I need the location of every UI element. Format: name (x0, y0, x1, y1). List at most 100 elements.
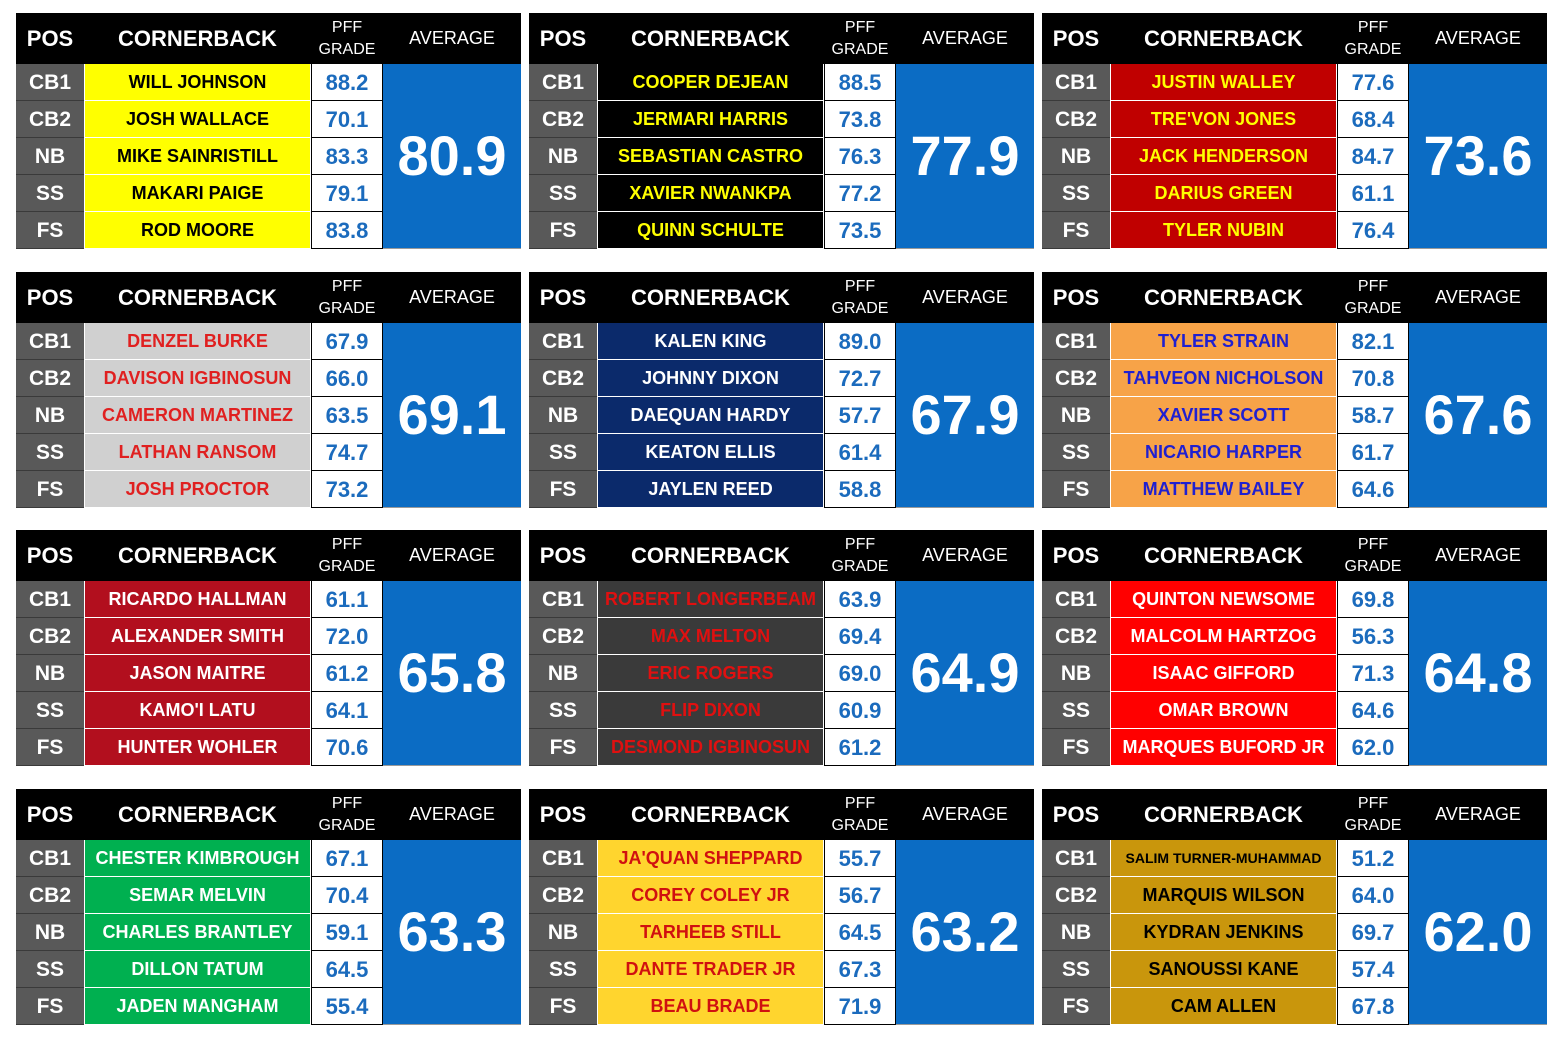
header-average: AVERAGE (1435, 545, 1521, 565)
position-cell: CB2 (16, 877, 84, 914)
position-cell: FS (529, 988, 597, 1025)
pff-grade-cell: 51.2 (1337, 840, 1409, 877)
player-name-cell: JOSH WALLACE (84, 101, 311, 138)
pff-grade-cell: 70.4 (311, 877, 383, 914)
team-table: POS CORNERBACK PFF GRADE AVERAGE CB1 COOPER DE… (529, 13, 1034, 249)
header-pff-grade: PFF GRADE (824, 276, 896, 320)
position-cell: CB1 (1042, 64, 1110, 101)
position-cell: CB1 (1042, 840, 1110, 877)
header-pff-grade: PFF GRADE (1337, 793, 1409, 837)
header-pff-grade: PFF GRADE (824, 534, 896, 578)
pff-grade-cell: 64.6 (1337, 471, 1409, 508)
table-header: POS CORNERBACK PFF GRADE AVERAGE (16, 789, 521, 840)
player-name-cell: JA'QUAN SHEPPARD (597, 840, 824, 877)
table-row: NB DAEQUAN HARDY 57.7 (529, 397, 1034, 434)
position-cell: CB1 (1042, 581, 1110, 618)
player-name-cell: DAVISON IGBINOSUN (84, 360, 311, 397)
player-name-cell: XAVIER SCOTT (1110, 397, 1337, 434)
pff-grade-cell: 66.0 (311, 360, 383, 397)
pff-grade-cell: 69.8 (1337, 581, 1409, 618)
player-name-cell: CAM ALLEN (1110, 988, 1337, 1025)
position-cell: FS (16, 729, 84, 766)
table-row: FS ROD MOORE 83.8 (16, 212, 521, 249)
position-cell: SS (16, 175, 84, 212)
average-value: 63.2 (896, 840, 1034, 1024)
table-header: POS CORNERBACK PFF GRADE AVERAGE (529, 272, 1034, 323)
position-cell: FS (16, 471, 84, 508)
position-cell: NB (16, 914, 84, 951)
table-row: FS QUINN SCHULTE 73.5 (529, 212, 1034, 249)
header-pff-line2: GRADE (831, 300, 889, 317)
header-pos: POS (26, 26, 74, 51)
table-row: FS HUNTER WOHLER 70.6 (16, 729, 521, 766)
player-name-cell: SALIM TURNER-MUHAMMAD (1110, 840, 1337, 877)
position-cell: CB1 (16, 64, 84, 101)
player-name-cell: KYDRAN JENKINS (1110, 914, 1337, 951)
position-cell: SS (16, 692, 84, 729)
header-pos: POS (1052, 543, 1100, 568)
table-header: POS CORNERBACK PFF GRADE AVERAGE (1042, 530, 1547, 581)
position-cell: CB2 (1042, 360, 1110, 397)
position-cell: FS (1042, 471, 1110, 508)
table-header: POS CORNERBACK PFF GRADE AVERAGE (16, 13, 521, 64)
header-pos: POS (539, 285, 587, 310)
player-name-cell: JOHNNY DIXON (597, 360, 824, 397)
pff-grade-cell: 55.4 (311, 988, 383, 1025)
header-pff-grade: PFF GRADE (824, 17, 896, 61)
header-cornerback: CORNERBACK (118, 802, 277, 827)
header-pff-grade: PFF GRADE (1337, 276, 1409, 320)
header-average: AVERAGE (409, 804, 495, 824)
position-cell: SS (529, 175, 597, 212)
position-cell: NB (16, 138, 84, 175)
header-pff-line2: GRADE (318, 558, 376, 575)
pff-grade-cell: 61.7 (1337, 434, 1409, 471)
pff-grade-cell: 61.2 (311, 655, 383, 692)
player-name-cell: DARIUS GREEN (1110, 175, 1337, 212)
position-cell: CB2 (16, 618, 84, 655)
player-name-cell: DANTE TRADER JR (597, 951, 824, 988)
pff-grade-cell: 88.5 (824, 64, 896, 101)
player-name-cell: TYLER STRAIN (1110, 323, 1337, 360)
pff-grade-cell: 63.9 (824, 581, 896, 618)
team-table: POS CORNERBACK PFF GRADE AVERAGE CB1 RICARDO H… (16, 530, 521, 766)
header-average: AVERAGE (1435, 287, 1521, 307)
header-pff-line2: GRADE (831, 817, 889, 834)
pff-grade-cell: 56.3 (1337, 618, 1409, 655)
position-cell: FS (529, 471, 597, 508)
header-pff-line2: GRADE (1344, 300, 1402, 317)
position-cell: CB1 (16, 323, 84, 360)
player-name-cell: JERMARI HARRIS (597, 101, 824, 138)
pff-grade-cell: 73.8 (824, 101, 896, 138)
average-value: 67.9 (896, 323, 1034, 507)
pff-grade-cell: 72.0 (311, 618, 383, 655)
player-name-cell: BEAU BRADE (597, 988, 824, 1025)
position-cell: SS (1042, 951, 1110, 988)
player-name-cell: DILLON TATUM (84, 951, 311, 988)
header-pff-grade: PFF GRADE (311, 17, 383, 61)
header-pff-line1: PFF (844, 278, 876, 295)
table-header: POS CORNERBACK PFF GRADE AVERAGE (529, 789, 1034, 840)
position-cell: CB2 (1042, 877, 1110, 914)
table-header: POS CORNERBACK PFF GRADE AVERAGE (1042, 789, 1547, 840)
player-name-cell: SANOUSSI KANE (1110, 951, 1337, 988)
player-name-cell: MAX MELTON (597, 618, 824, 655)
player-name-cell: HUNTER WOHLER (84, 729, 311, 766)
table-row: SS KEATON ELLIS 61.4 (529, 434, 1034, 471)
average-value: 64.9 (896, 581, 1034, 765)
position-cell: SS (16, 434, 84, 471)
player-name-cell: TARHEEB STILL (597, 914, 824, 951)
table-row: SS DARIUS GREEN 61.1 (1042, 175, 1547, 212)
pff-grade-cell: 67.8 (1337, 988, 1409, 1025)
header-pff-line2: GRADE (1344, 558, 1402, 575)
player-name-cell: CHESTER KIMBROUGH (84, 840, 311, 877)
position-cell: CB1 (529, 581, 597, 618)
table-row: CB2 TRE'VON JONES 68.4 (1042, 101, 1547, 138)
position-cell: SS (1042, 692, 1110, 729)
player-name-cell: RICARDO HALLMAN (84, 581, 311, 618)
team-table: POS CORNERBACK PFF GRADE AVERAGE CB1 JA'QUAN S… (529, 789, 1034, 1025)
header-average: AVERAGE (922, 804, 1008, 824)
table-row: CB1 COOPER DEJEAN 88.5 (529, 64, 1034, 101)
table-header: POS CORNERBACK PFF GRADE AVERAGE (16, 272, 521, 323)
team-table: POS CORNERBACK PFF GRADE AVERAGE CB1 ROBERT LO… (529, 530, 1034, 766)
table-row: SS NICARIO HARPER 61.7 (1042, 434, 1547, 471)
